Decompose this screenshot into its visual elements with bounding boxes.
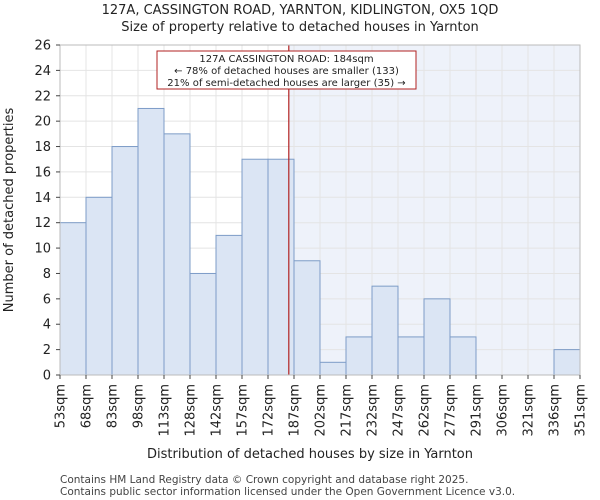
chart-subtitle: Size of property relative to detached ho…: [121, 20, 479, 35]
x-tick-label: 217sqm: [340, 384, 355, 437]
x-tick-label: 187sqm: [288, 384, 303, 437]
bar: [111, 146, 139, 376]
x-tick-label: 128sqm: [184, 384, 199, 437]
y-tick-label: 26: [34, 39, 51, 54]
x-axis-ticks: 53sqm 68sqm 83sqm 98sqm 113sqm 128sqm 142sqm 15…: [54, 375, 589, 437]
bar: [449, 336, 477, 376]
annotation-line-1: 127A CASSINGTON ROAD: 184sqm: [199, 54, 373, 65]
x-tick-label: 232sqm: [366, 384, 381, 437]
y-tick-label: 10: [34, 242, 51, 257]
y-tick-label: 8: [43, 267, 51, 282]
x-tick-label: 247sqm: [392, 384, 407, 437]
y-tick-label: 20: [34, 115, 51, 130]
y-tick-label: 6: [43, 292, 51, 307]
y-tick-label: 14: [34, 191, 51, 206]
x-tick-label: 68sqm: [80, 384, 95, 428]
bar: [137, 107, 165, 376]
x-tick-label: 53sqm: [54, 384, 69, 428]
annotation-frame: [156, 50, 417, 90]
x-tick-label: 306sqm: [496, 384, 511, 437]
bar: [397, 336, 425, 376]
x-tick-label: 202sqm: [314, 384, 329, 437]
x-tick-label: 336sqm: [548, 384, 563, 437]
y-axis-label: Number of detached properties: [2, 108, 17, 313]
bar: [85, 196, 113, 376]
bar: [215, 234, 243, 376]
footer-line-1: Contains HM Land Registry data © Crown c…: [60, 474, 468, 486]
y-tick-label: 22: [34, 89, 51, 104]
bar: [423, 298, 451, 376]
bar: [371, 285, 399, 376]
annotation-line-3: 21% of semi-detached houses are larger (…: [167, 78, 405, 89]
bar: [59, 222, 87, 376]
y-tick-label: 16: [34, 165, 51, 180]
x-tick-label: 142sqm: [210, 384, 225, 437]
y-tick-label: 12: [34, 216, 51, 231]
footer-line-2: Contains public sector information licen…: [60, 486, 515, 498]
x-tick-label: 172sqm: [262, 384, 277, 437]
x-tick-label: 351sqm: [574, 384, 589, 437]
bar: [241, 158, 269, 376]
y-tick-label: 24: [34, 64, 51, 79]
bar: [319, 361, 347, 376]
y-tick-label: 18: [34, 140, 51, 155]
bar: [267, 158, 295, 376]
x-tick-label: 277sqm: [444, 384, 459, 437]
bar: [293, 260, 321, 376]
bar: [189, 272, 217, 376]
chart-title: 127A, CASSINGTON ROAD, YARNTON, KIDLINGT…: [102, 3, 499, 18]
x-tick-label: 98sqm: [132, 384, 147, 428]
bar: [553, 349, 581, 376]
annotation-box: 127A CASSINGTON ROAD: 184sqm ← 78% of de…: [156, 50, 417, 90]
x-tick-label: 262sqm: [418, 384, 433, 437]
bar: [163, 133, 191, 376]
x-tick-label: 113sqm: [158, 384, 173, 437]
annotation-line-2: ← 78% of detached houses are smaller (13…: [174, 66, 399, 77]
y-tick-label: 0: [43, 369, 51, 384]
x-tick-label: 83sqm: [106, 384, 121, 428]
x-tick-label: 321sqm: [522, 384, 537, 437]
bar: [345, 336, 373, 376]
bars: [59, 107, 581, 376]
x-tick-label: 291sqm: [470, 384, 485, 437]
y-tick-label: 4: [43, 318, 51, 333]
x-axis-label: Distribution of detached houses by size …: [147, 447, 473, 462]
y-tick-label: 2: [43, 343, 51, 358]
x-tick-label: 157sqm: [236, 384, 251, 437]
